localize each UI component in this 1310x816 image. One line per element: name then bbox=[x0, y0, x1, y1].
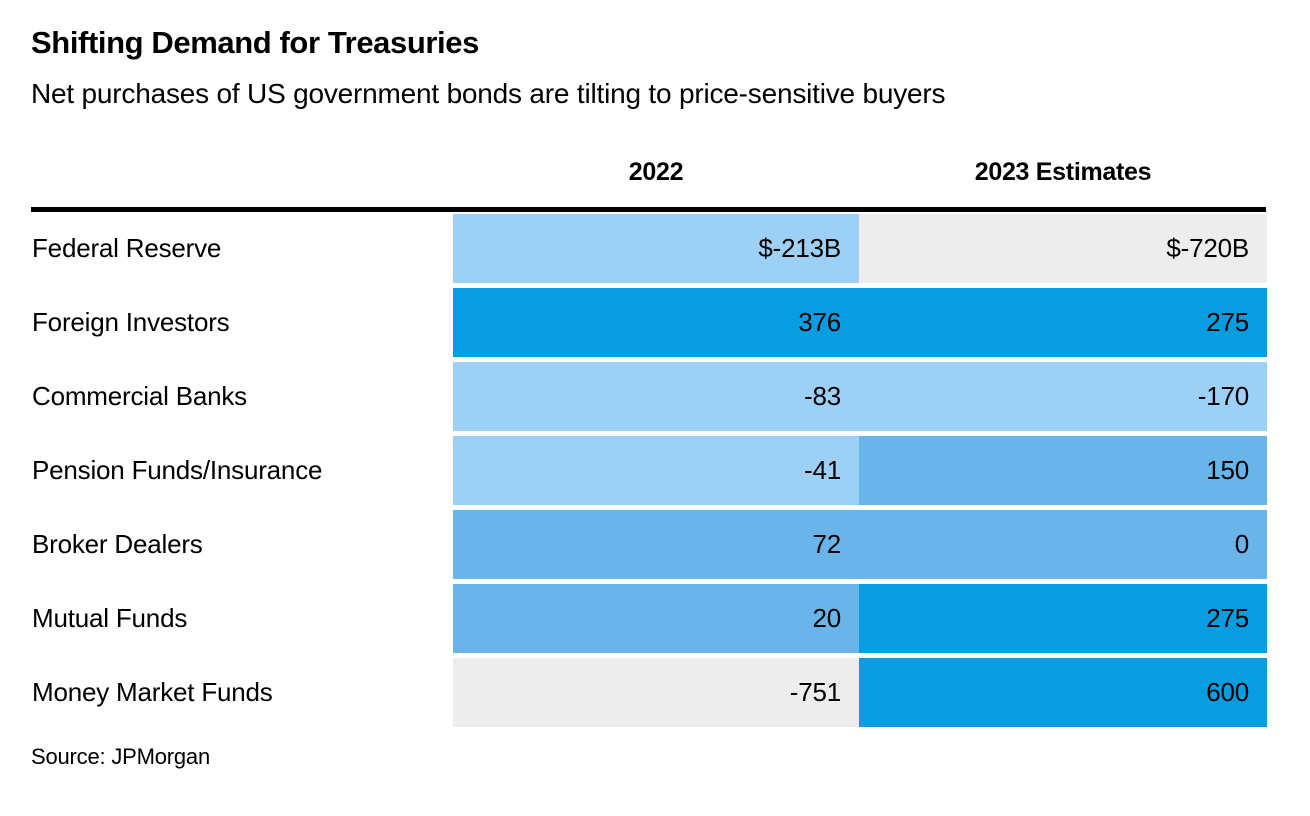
value-cell-2022: -751 bbox=[453, 657, 859, 727]
value-cell-2023: 600 bbox=[859, 657, 1267, 727]
row-label: Mutual Funds bbox=[31, 583, 453, 653]
source-note: Source: JPMorgan bbox=[31, 743, 210, 769]
value-cell-2022: 72 bbox=[453, 509, 859, 579]
row-label: Money Market Funds bbox=[31, 657, 453, 727]
table-row-federal-reserve: Federal Reserve $-213B $-720B bbox=[31, 213, 1267, 283]
value-cell-2023: 275 bbox=[859, 583, 1267, 653]
chart-title: Shifting Demand for Treasuries bbox=[31, 25, 479, 60]
value-cell-2023: -170 bbox=[859, 361, 1267, 431]
table-row-commercial-banks: Commercial Banks -83 -170 bbox=[31, 361, 1267, 431]
table-row-money-market-funds: Money Market Funds -751 600 bbox=[31, 657, 1267, 727]
value-cell-2022: -41 bbox=[453, 435, 859, 505]
table-row-broker-dealers: Broker Dealers 72 0 bbox=[31, 509, 1267, 579]
table-header-row: 2022 2023 Estimates bbox=[31, 110, 1266, 212]
value-cell-2022: 376 bbox=[453, 287, 859, 357]
value-cell-2022: -83 bbox=[453, 361, 859, 431]
chart-subtitle: Net purchases of US government bonds are… bbox=[31, 77, 946, 109]
row-label: Pension Funds/Insurance bbox=[31, 435, 453, 505]
column-header-2022: 2022 bbox=[628, 157, 684, 186]
value-cell-2022: $-213B bbox=[453, 213, 859, 283]
value-cell-2023: 0 bbox=[859, 509, 1267, 579]
demand-table: 2022 2023 Estimates Federal Reserve $-21… bbox=[31, 110, 1267, 727]
table-row-pension-funds-insurance: Pension Funds/Insurance -41 150 bbox=[31, 435, 1267, 505]
value-cell-2022: 20 bbox=[453, 583, 859, 653]
row-label: Commercial Banks bbox=[31, 361, 453, 431]
value-cell-2023: 150 bbox=[859, 435, 1267, 505]
row-label: Foreign Investors bbox=[31, 287, 453, 357]
table-row-mutual-funds: Mutual Funds 20 275 bbox=[31, 583, 1267, 653]
column-header-2023-estimates: 2023 Estimates bbox=[974, 157, 1152, 186]
row-label: Federal Reserve bbox=[31, 213, 453, 283]
table-row-foreign-investors: Foreign Investors 376 275 bbox=[31, 287, 1267, 357]
row-label: Broker Dealers bbox=[31, 509, 453, 579]
value-cell-2023: $-720B bbox=[859, 213, 1267, 283]
value-cell-2023: 275 bbox=[859, 287, 1267, 357]
